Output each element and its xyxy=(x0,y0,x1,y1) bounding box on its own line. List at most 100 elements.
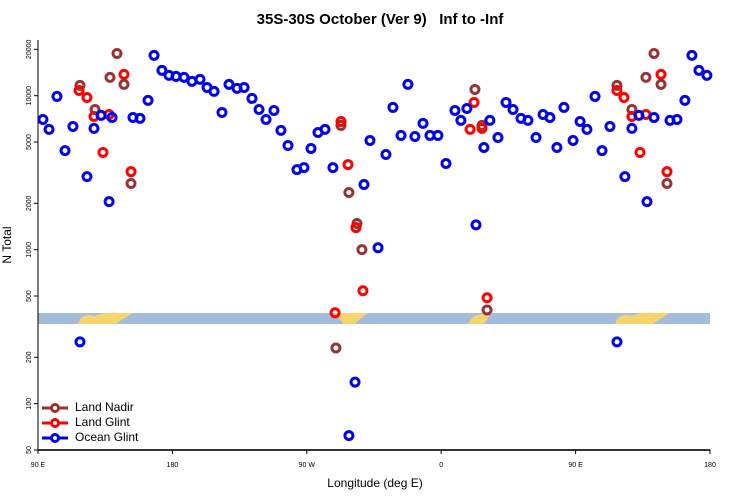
point xyxy=(686,49,698,61)
point xyxy=(51,90,63,102)
legend-label: Land Nadir xyxy=(75,400,134,414)
point xyxy=(194,73,206,85)
point xyxy=(522,114,534,126)
y-tick-label: 5000 xyxy=(26,134,33,150)
point xyxy=(558,101,570,113)
point xyxy=(671,113,683,125)
point xyxy=(500,96,512,108)
legend-marker xyxy=(50,403,60,413)
point xyxy=(611,79,623,91)
point xyxy=(372,242,384,254)
point xyxy=(567,134,579,146)
point xyxy=(142,94,154,106)
chart-title: 35S-30S October (Ver 9) Inf to -Inf xyxy=(257,11,505,28)
point xyxy=(356,244,368,256)
point xyxy=(449,104,461,116)
point xyxy=(634,146,646,158)
y-tick-label: 500 xyxy=(26,290,33,302)
point xyxy=(106,111,118,123)
point xyxy=(329,307,341,319)
point xyxy=(125,178,137,190)
y-tick-label: 20000 xyxy=(26,40,33,60)
point xyxy=(358,179,370,191)
point xyxy=(633,109,645,121)
point xyxy=(282,139,294,151)
x-tick-label: 180 xyxy=(167,462,179,469)
point xyxy=(409,131,421,143)
point xyxy=(125,166,137,178)
point xyxy=(350,222,362,234)
point xyxy=(178,71,190,83)
point xyxy=(455,114,467,126)
point xyxy=(81,171,93,183)
point xyxy=(387,101,399,113)
point xyxy=(343,187,355,199)
map-strip xyxy=(38,312,710,324)
y-tick-label: 10000 xyxy=(26,86,33,106)
point xyxy=(268,104,280,116)
y-tick-label: 2000 xyxy=(26,195,33,211)
point xyxy=(118,68,130,80)
point xyxy=(298,162,310,174)
point xyxy=(74,79,86,91)
point xyxy=(148,49,160,61)
point xyxy=(103,196,115,208)
x-tick-label: 180 xyxy=(704,462,716,469)
point xyxy=(88,122,100,134)
point xyxy=(342,159,354,171)
point xyxy=(626,122,638,134)
point xyxy=(589,90,601,102)
point xyxy=(693,64,705,76)
y-axis-label: N Total xyxy=(0,226,14,263)
point xyxy=(530,132,542,144)
point xyxy=(470,219,482,231)
point xyxy=(468,96,480,108)
point xyxy=(59,145,71,157)
point xyxy=(246,92,258,104)
point xyxy=(551,141,563,153)
point xyxy=(73,84,85,96)
point xyxy=(81,91,93,103)
x-axis-label: Longitude (deg E) xyxy=(327,476,422,490)
point xyxy=(461,102,473,114)
point xyxy=(335,119,347,131)
point xyxy=(611,84,623,96)
point xyxy=(104,71,116,83)
point xyxy=(253,103,265,115)
point xyxy=(305,143,317,155)
point xyxy=(464,123,476,135)
point xyxy=(395,129,407,141)
y-tick-label: 200 xyxy=(26,351,33,363)
point xyxy=(648,111,660,123)
point xyxy=(335,115,347,127)
legend-marker xyxy=(50,433,60,443)
point xyxy=(238,81,250,93)
point xyxy=(611,336,623,348)
point xyxy=(319,123,331,135)
point xyxy=(619,171,631,183)
point xyxy=(37,113,49,125)
y-tick-label: 1000 xyxy=(26,242,33,258)
x-tick-label: 90 E xyxy=(31,462,46,469)
point xyxy=(596,145,608,157)
x-tick-label: 0 xyxy=(439,462,443,469)
point xyxy=(74,336,86,348)
point xyxy=(492,132,504,144)
point xyxy=(95,109,107,121)
point xyxy=(618,91,630,103)
point xyxy=(661,178,673,190)
legend-marker xyxy=(50,418,60,428)
point xyxy=(655,78,667,90)
point xyxy=(364,134,376,146)
point xyxy=(640,71,652,83)
y-tick-label: 100 xyxy=(26,398,33,410)
point xyxy=(481,292,493,304)
point xyxy=(481,304,493,316)
point xyxy=(357,285,369,297)
legend-label: Ocean Glint xyxy=(75,430,139,444)
point xyxy=(484,114,496,126)
point xyxy=(208,85,220,97)
point xyxy=(43,123,55,135)
point xyxy=(275,124,287,136)
